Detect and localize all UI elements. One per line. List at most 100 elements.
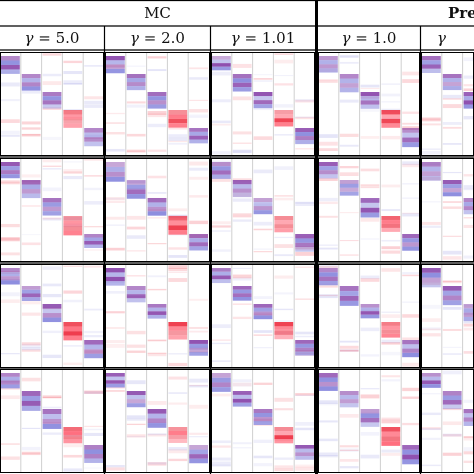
heatmap-faint-stripe	[84, 432, 103, 436]
heatmap-band	[232, 402, 252, 407]
heatmap-faint-stripe	[422, 221, 441, 225]
heatmap-band	[212, 373, 231, 378]
heatmap-band	[402, 132, 419, 138]
heatmap-faint-stripe	[106, 247, 125, 251]
heatmap-band	[106, 376, 125, 381]
heatmap-band	[402, 234, 419, 239]
heatmap-band	[339, 300, 359, 306]
heatmap-band	[253, 409, 273, 413]
heatmap-band	[422, 166, 441, 172]
heatmap-faint-stripe	[381, 449, 401, 453]
gamma-symbol: γ	[230, 28, 240, 47]
heatmap-band	[147, 211, 167, 216]
heatmap-faint-stripe	[319, 455, 338, 458]
heatmap-faint-stripe	[422, 118, 441, 122]
heatmap-faint-stripe	[442, 98, 462, 100]
heatmap-band	[232, 398, 252, 403]
heatmap-band	[295, 128, 314, 133]
heatmap-band	[126, 78, 146, 83]
heatmap-band	[21, 293, 41, 298]
heatmap-band	[1, 276, 20, 281]
heatmap-faint-stripe	[212, 123, 231, 126]
heatmap-faint-stripe	[422, 464, 441, 467]
heatmap-faint-stripe	[168, 447, 188, 451]
heatmap-faint-stripe	[168, 392, 188, 394]
heatmap-faint-stripe	[84, 100, 103, 105]
heatmap-faint-stripe	[463, 57, 473, 62]
heatmap-faint-stripe	[42, 330, 62, 334]
heatmap-faint-stripe	[360, 84, 380, 88]
heatmap-faint-stripe	[189, 161, 208, 166]
heatmap-faint-stripe	[168, 271, 188, 273]
heatmap-faint-stripe	[126, 275, 146, 277]
heatmap-faint-stripe	[402, 301, 419, 303]
heatmap-band	[168, 427, 188, 431]
heatmap-faint-stripe	[339, 61, 359, 64]
heatmap-faint-stripe	[106, 132, 125, 135]
heatmap-faint-stripe	[106, 467, 125, 471]
heatmap-band	[295, 132, 314, 137]
heatmap-faint-stripe	[232, 382, 252, 387]
heatmap-band	[381, 219, 401, 224]
heatmap-faint-stripe	[42, 81, 62, 86]
heatmap-faint-stripe	[126, 350, 146, 353]
heatmap-faint-stripe	[232, 150, 252, 154]
heatmap-faint-stripe	[63, 345, 83, 347]
heatmap-band	[21, 391, 41, 396]
heatmap-faint-stripe	[212, 461, 231, 465]
heatmap-faint-stripe	[147, 56, 167, 59]
heatmap-faint-stripe	[232, 267, 252, 269]
heatmap-faint-stripe	[381, 375, 401, 378]
heatmap-band	[189, 347, 208, 352]
heatmap-band	[381, 118, 401, 124]
heatmap-faint-stripe	[1, 223, 20, 228]
heatmap-faint-stripe	[339, 448, 359, 452]
heatmap-band	[147, 304, 167, 308]
heatmap-band	[42, 104, 62, 109]
heatmap-faint-stripe	[253, 296, 273, 300]
heatmap-faint-stripe	[339, 349, 359, 352]
heatmap-faint-stripe	[189, 404, 208, 409]
heatmap-faint-stripe	[463, 255, 473, 259]
heatmap-faint-stripe	[189, 385, 208, 388]
heatmap-band	[189, 351, 208, 356]
heatmap-faint-stripe	[21, 342, 41, 346]
heatmap-band	[126, 391, 146, 396]
heatmap-band	[232, 391, 252, 395]
heatmap-faint-stripe	[84, 391, 103, 394]
heatmap-band	[402, 352, 419, 358]
heatmap-faint-stripe	[232, 214, 252, 218]
heatmap-faint-stripe	[381, 342, 401, 345]
heatmap-faint-stripe	[442, 408, 462, 411]
heatmap-faint-stripe	[402, 71, 419, 76]
heatmap-faint-stripe	[402, 396, 419, 399]
heatmap-faint-stripe	[212, 120, 231, 124]
heatmap-band	[168, 220, 188, 226]
heatmap-band	[106, 380, 125, 384]
heatmap-faint-stripe	[42, 217, 62, 220]
heatmap-band	[339, 399, 359, 404]
heatmap-band	[42, 308, 62, 314]
heatmap-band	[422, 384, 441, 388]
heatmap-faint-stripe	[274, 468, 294, 472]
heatmap-faint-stripe	[189, 298, 208, 301]
heatmap-band	[232, 289, 252, 294]
heatmap-faint-stripe	[106, 327, 125, 329]
heatmap-faint-stripe	[147, 113, 167, 118]
heatmap-faint-stripe	[274, 197, 294, 201]
heatmap-band	[295, 445, 314, 449]
heatmap-faint-stripe	[63, 171, 83, 174]
heatmap-band	[1, 60, 20, 65]
panel-border	[211, 369, 315, 473]
heatmap-faint-stripe	[168, 278, 188, 282]
heatmap-faint-stripe	[402, 163, 419, 168]
heatmap-band	[63, 427, 83, 432]
heatmap-band	[253, 92, 273, 97]
heatmap-band	[189, 246, 208, 251]
heatmap-faint-stripe	[147, 353, 167, 357]
heatmap-faint-stripe	[212, 221, 231, 225]
heatmap-faint-stripe	[381, 311, 401, 313]
panel-border	[105, 158, 210, 262]
heatmap-faint-stripe	[422, 393, 441, 395]
heatmap-faint-stripe	[319, 294, 338, 299]
